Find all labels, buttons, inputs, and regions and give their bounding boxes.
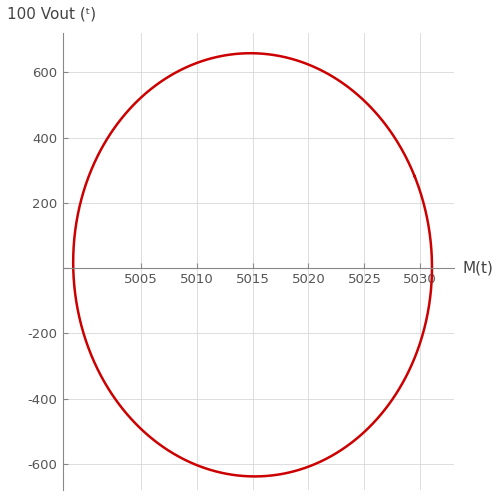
Text: 100 Vout (ᵗ): 100 Vout (ᵗ) [7, 7, 96, 22]
Text: M(t): M(t) [462, 260, 493, 275]
